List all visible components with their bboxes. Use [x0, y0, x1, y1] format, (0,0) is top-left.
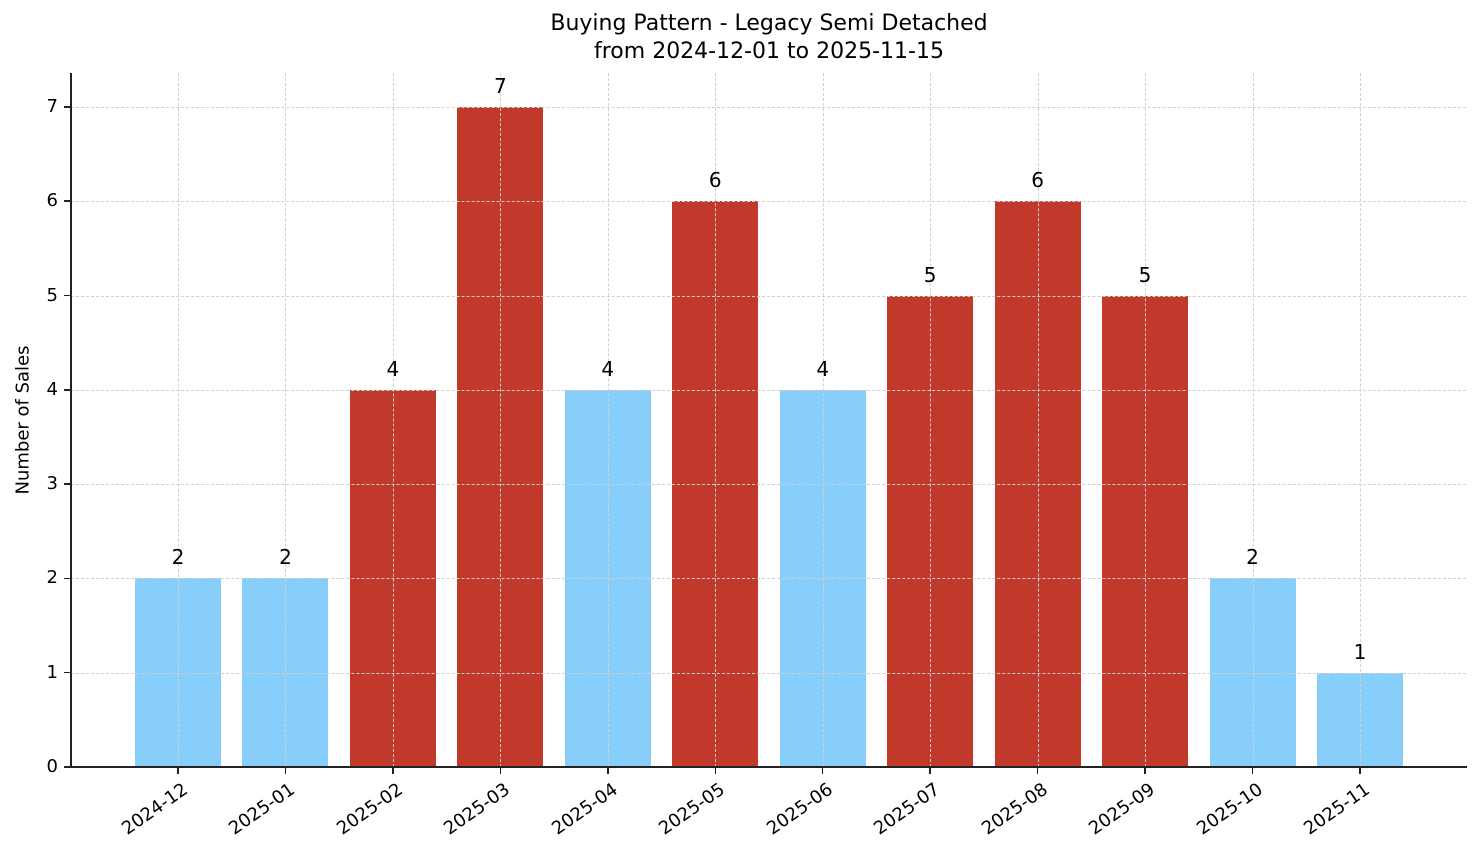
x-axis-spine — [70, 766, 1467, 768]
y-tick-label: 1 — [46, 661, 58, 683]
y-axis-spine — [70, 73, 72, 768]
y-tick-label: 7 — [46, 95, 58, 117]
grid-line-vertical — [1359, 73, 1361, 767]
value-label: 1 — [1353, 639, 1367, 664]
value-label: 5 — [923, 262, 937, 287]
grid-line-vertical — [285, 73, 287, 767]
grid-line-horizontal — [71, 106, 1466, 108]
x-tick — [714, 768, 716, 774]
grid-line-horizontal — [71, 295, 1466, 297]
x-tick-label: 2025-08 — [977, 778, 1052, 840]
y-tick-label: 4 — [46, 378, 58, 400]
y-tick-label: 0 — [46, 756, 58, 777]
x-tick-label: 2025-10 — [1192, 778, 1267, 840]
x-tick-label: 2025-05 — [655, 778, 729, 840]
grid-line-horizontal — [71, 672, 1466, 674]
chart-subtitle: from 2024-12-01 to 2025-11-15 — [594, 39, 944, 64]
x-tick-label: 2025-11 — [1300, 778, 1374, 840]
y-tick — [64, 294, 70, 297]
chart-title-main: Buying Pattern - Legacy Semi Detached — [550, 11, 988, 36]
value-label: 4 — [601, 356, 615, 381]
grid-line-vertical — [1037, 73, 1039, 767]
x-tick — [821, 768, 824, 774]
x-tick — [1036, 768, 1039, 774]
chart-title: Buying Pattern - Legacy Semi Detached fr… — [0, 10, 1481, 66]
x-tick-label: 2025-07 — [870, 778, 944, 840]
y-tick-label: 2 — [46, 567, 58, 589]
grid-line-vertical — [1145, 73, 1147, 767]
grid-line-vertical — [822, 73, 824, 767]
grid-line-horizontal — [71, 578, 1466, 580]
y-tick — [64, 106, 70, 108]
grid-line-horizontal — [71, 484, 1466, 486]
x-tick — [1359, 768, 1361, 774]
x-tick-label: 2025-03 — [440, 778, 515, 840]
value-label: 2 — [1246, 545, 1259, 570]
value-label: 6 — [708, 168, 722, 193]
value-label: 6 — [1031, 168, 1044, 193]
grid-line-vertical — [930, 73, 932, 767]
grid-line-vertical — [392, 73, 394, 767]
grid-line-vertical — [715, 73, 717, 767]
x-tick — [392, 768, 394, 774]
x-tick — [284, 768, 287, 774]
x-tick — [1251, 768, 1254, 774]
x-tick — [177, 768, 179, 774]
y-tick — [64, 483, 70, 485]
y-tick — [64, 766, 70, 768]
y-tick — [64, 671, 70, 674]
value-label: 2 — [279, 545, 292, 570]
value-label: 4 — [816, 356, 830, 381]
value-label: 4 — [386, 356, 400, 381]
value-label: 5 — [1138, 262, 1152, 287]
x-tick — [929, 768, 931, 774]
grid-line-horizontal — [71, 201, 1466, 203]
x-tick-label: 2024-12 — [118, 778, 192, 840]
grid-line-vertical — [500, 73, 502, 767]
x-tick-label: 2025-02 — [332, 778, 407, 840]
y-tick — [64, 200, 70, 202]
x-tick — [1144, 768, 1146, 774]
y-tick — [64, 577, 70, 580]
y-axis-label: Number of Sales — [12, 345, 34, 495]
grid-line-vertical — [178, 73, 179, 767]
value-label: 7 — [493, 73, 507, 98]
x-tick — [607, 768, 609, 774]
x-tick-label: 2025-04 — [547, 778, 622, 840]
x-tick-label: 2025-06 — [762, 778, 837, 840]
y-tick-label: 6 — [46, 190, 58, 212]
value-label: 2 — [171, 545, 185, 570]
y-tick — [64, 389, 70, 391]
x-tick-label: 2025-01 — [225, 778, 300, 840]
x-tick-label: 2025-09 — [1085, 778, 1159, 840]
grid-line-vertical — [1252, 73, 1254, 767]
grid-line-horizontal — [71, 389, 1466, 391]
x-tick — [499, 768, 502, 774]
y-tick-label: 3 — [46, 473, 58, 495]
grid-line-vertical — [607, 73, 609, 767]
y-tick-label: 5 — [46, 284, 58, 306]
